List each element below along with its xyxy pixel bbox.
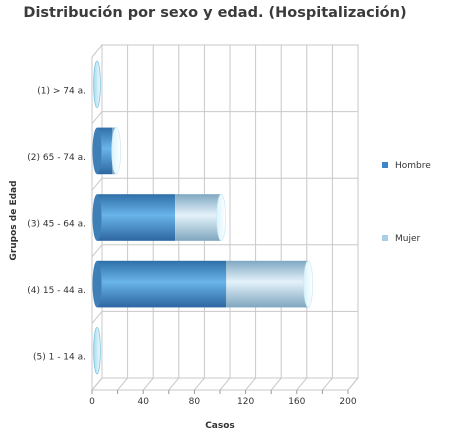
y-tick-label: (4) 15 - 44 a. [27,286,86,296]
x-tick-label: 40 [137,397,149,407]
band-divider-wall [91,311,103,324]
bar-mujer [226,260,309,308]
grid-line-floor [245,377,256,391]
bar-end-cap [303,260,314,308]
legend-label-mujer: Mujer [395,234,421,244]
bar-start-cap [92,260,102,308]
y-tick-label: (5) 1 - 14 a. [33,353,86,363]
grid-line-floor [322,377,333,391]
band-divider-wall [91,111,103,124]
bar-mujer [175,194,222,241]
bar-end-cap [216,193,226,242]
grid-line-floor [270,377,282,391]
chart-title: Distribución por sexo y edad. (Hospitali… [23,5,407,21]
grid-line-floor [168,377,180,391]
y-tick-label: (1) > 74 a. [37,86,86,96]
grid-line-floor [347,377,359,391]
x-tick-label: 80 [189,397,201,407]
bar-empty-cap [93,326,101,375]
x-tick-label: 160 [288,397,305,407]
grid-line-floor [117,377,128,391]
y-tick-label: (3) 45 - 64 a. [27,220,86,230]
bars-layer [92,60,314,375]
band-divider-wall [91,177,103,191]
bar-empty-cap [93,60,101,109]
legend-swatch-hombre [382,162,388,168]
band-divider-wall [91,244,103,258]
grid-line-floor [91,377,103,391]
grid-line-floor [142,377,154,391]
x-tick-label: 120 [237,397,254,407]
bar-end-cap [111,127,121,175]
bar-start-cap [92,127,102,175]
x-tick-label: 0 [89,397,95,407]
grid-line-floor [219,377,231,391]
bar-start-cap [92,194,102,241]
legend: Hombre Mujer [382,161,431,244]
legend-label-hombre: Hombre [395,161,431,171]
labels-layer: 0 40 80 120 160 200 (1) > 74 a. (2) 65 - 74 a. (… [27,86,357,407]
y-tick-label: (2) 65 - 74 a. [27,153,86,163]
x-tick-label: 200 [339,397,356,407]
grid-line-floor [296,377,308,391]
bar-hombre [97,194,176,241]
y-axis-title: Grupos de Edad [9,180,19,260]
bar-hombre [97,260,227,308]
grid-line-floor [194,377,205,391]
legend-swatch-mujer [382,235,388,241]
x-axis-title: Casos [205,421,235,431]
